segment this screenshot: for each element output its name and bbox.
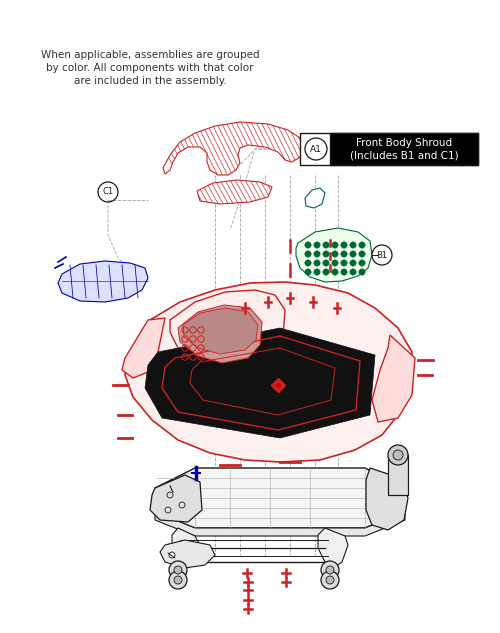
Circle shape (174, 566, 182, 574)
Polygon shape (172, 528, 200, 565)
Circle shape (323, 260, 329, 266)
Circle shape (305, 260, 311, 266)
Circle shape (323, 242, 329, 248)
Circle shape (323, 251, 329, 257)
Circle shape (169, 561, 187, 579)
Polygon shape (372, 335, 415, 422)
Circle shape (341, 242, 347, 248)
Polygon shape (150, 475, 202, 522)
Circle shape (326, 566, 334, 574)
Circle shape (323, 269, 329, 275)
Polygon shape (366, 468, 408, 530)
Circle shape (388, 445, 408, 465)
Circle shape (359, 260, 365, 266)
Circle shape (350, 242, 356, 248)
Circle shape (350, 251, 356, 257)
Circle shape (314, 251, 320, 257)
Circle shape (350, 260, 356, 266)
Polygon shape (122, 318, 165, 378)
Circle shape (321, 571, 339, 589)
Text: When applicable, assemblies are grouped: When applicable, assemblies are grouped (40, 50, 260, 60)
Polygon shape (125, 282, 412, 462)
Text: (Includes B1 and C1): (Includes B1 and C1) (350, 151, 459, 161)
Circle shape (169, 571, 187, 589)
Polygon shape (163, 122, 305, 175)
Circle shape (341, 251, 347, 257)
Polygon shape (305, 188, 325, 208)
Circle shape (332, 269, 338, 275)
Polygon shape (155, 468, 405, 528)
Circle shape (305, 251, 311, 257)
FancyBboxPatch shape (330, 133, 478, 165)
Text: Front Body Shroud: Front Body Shroud (356, 138, 452, 148)
Polygon shape (197, 180, 272, 204)
Text: by color. All components with that color: by color. All components with that color (46, 63, 254, 73)
Polygon shape (170, 290, 285, 370)
Circle shape (341, 260, 347, 266)
Circle shape (359, 269, 365, 275)
Text: are included in the assembly.: are included in the assembly. (74, 76, 227, 86)
Circle shape (314, 242, 320, 248)
Text: A1: A1 (310, 144, 322, 153)
Circle shape (305, 269, 311, 275)
Circle shape (314, 269, 320, 275)
Polygon shape (155, 512, 405, 536)
Polygon shape (178, 305, 262, 363)
Circle shape (393, 450, 403, 460)
Circle shape (332, 242, 338, 248)
Circle shape (314, 260, 320, 266)
Polygon shape (160, 540, 215, 568)
Circle shape (359, 242, 365, 248)
Text: B1: B1 (376, 251, 388, 260)
Polygon shape (58, 261, 148, 302)
Circle shape (174, 576, 182, 584)
FancyBboxPatch shape (300, 133, 478, 165)
Circle shape (326, 576, 334, 584)
Circle shape (332, 251, 338, 257)
Circle shape (350, 269, 356, 275)
Polygon shape (318, 528, 348, 567)
Polygon shape (296, 228, 372, 282)
Circle shape (332, 260, 338, 266)
Polygon shape (183, 308, 258, 354)
Circle shape (321, 561, 339, 579)
Circle shape (341, 269, 347, 275)
Text: C1: C1 (102, 187, 114, 196)
Polygon shape (145, 328, 375, 438)
Bar (388, 455, 408, 495)
Circle shape (359, 251, 365, 257)
Circle shape (305, 242, 311, 248)
